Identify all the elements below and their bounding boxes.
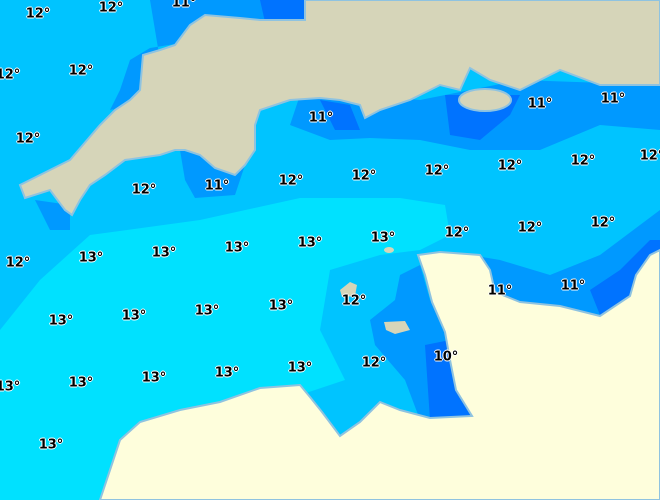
temperature-label: 13° (121, 308, 147, 324)
temperature-label: 13° (151, 245, 177, 261)
temperature-label: 11° (527, 96, 553, 112)
temperature-label: 12° (590, 215, 616, 231)
temperature-label: 11° (600, 91, 626, 107)
island-guernsey (340, 282, 357, 297)
land-england (18, 0, 660, 217)
temperature-label: 11° (308, 110, 334, 126)
temperature-label: 13° (287, 360, 313, 376)
temperature-label: 11° (204, 178, 230, 194)
temperature-label: 12° (497, 158, 523, 174)
temperature-label: 12° (68, 63, 94, 79)
temperature-label: 12° (278, 173, 304, 189)
temperature-label: 11° (487, 283, 513, 299)
temperature-label: 12° (639, 148, 660, 164)
temperature-label: 11° (560, 278, 586, 294)
temperature-label: 12° (98, 0, 124, 16)
temperature-label: 12° (517, 220, 543, 236)
zone-10-lyme (320, 100, 360, 130)
temperature-label: 13° (0, 379, 21, 395)
temperature-label: 12° (424, 163, 450, 179)
temperature-label: 13° (68, 375, 94, 391)
temperature-label: 12° (131, 182, 157, 198)
temperature-label: 11° (171, 0, 197, 11)
temperature-label: 13° (78, 250, 104, 266)
temperature-label: 12° (0, 67, 21, 83)
island-jersey (384, 321, 410, 334)
temperature-label: 13° (214, 365, 240, 381)
temperature-label: 12° (444, 225, 470, 241)
temperature-label: 12° (351, 168, 377, 184)
temperature-label: 13° (370, 230, 396, 246)
temperature-label: 12° (5, 255, 31, 271)
temperature-label: 12° (25, 6, 51, 22)
temperature-label: 12° (361, 355, 387, 371)
island-alderney (384, 247, 394, 253)
temperature-label: 10° (433, 349, 459, 365)
temperature-label: 12° (15, 131, 41, 147)
temperature-label: 13° (48, 313, 74, 329)
isle-of-wight (458, 88, 512, 112)
temperature-label: 13° (268, 298, 294, 314)
zone-10-north (260, 0, 305, 22)
temperature-label: 12° (341, 293, 367, 309)
temperature-label: 12° (570, 153, 596, 169)
zone-13 (0, 198, 450, 500)
zone-11-north (110, 0, 310, 110)
temperature-label: 13° (194, 303, 220, 319)
zone-11-cornwall (35, 200, 70, 230)
land-france (98, 248, 660, 500)
temperature-label: 13° (224, 240, 250, 256)
temperature-label: 13° (38, 437, 64, 453)
temperature-label: 13° (297, 235, 323, 251)
temperature-label: 13° (141, 370, 167, 386)
